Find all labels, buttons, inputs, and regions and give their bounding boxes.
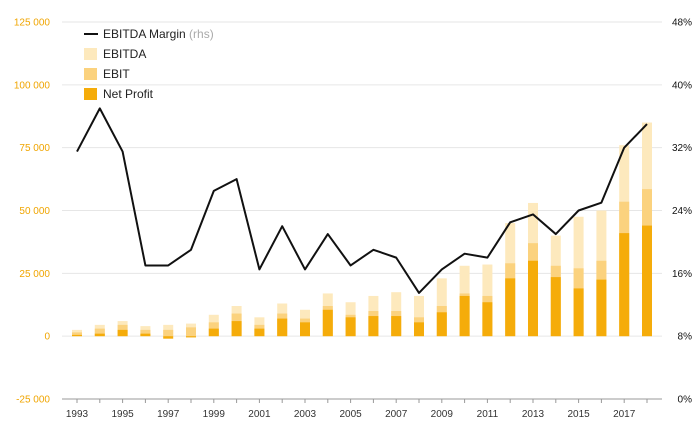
bar-net-profit: [94, 333, 105, 337]
legend-label: EBITDA Margin (rhs): [103, 27, 214, 41]
right-tick-label: 32%: [672, 143, 692, 154]
x-tick-label: 1997: [157, 409, 180, 420]
bar-net-profit: [208, 328, 219, 337]
bar-ebit: [186, 327, 196, 337]
right-tick-label: 40%: [672, 80, 692, 91]
bar-net-profit: [72, 334, 82, 337]
x-tick-label: 2003: [294, 409, 317, 420]
x-tick-label: 2009: [431, 409, 454, 420]
left-tick-label: -25 000: [16, 395, 50, 406]
right-tick-label: 48%: [672, 18, 692, 29]
x-tick-label: 2017: [613, 409, 636, 420]
legend: EBITDA Margin (rhs) EBITDA EBIT Net Profit: [84, 27, 214, 101]
bar-net-profit: [300, 322, 310, 337]
bar-net-profit: [186, 336, 196, 338]
bar-net-profit: [550, 277, 561, 337]
bar-net-profit: [505, 278, 516, 337]
left-tick-label: 75 000: [19, 143, 50, 154]
bar-net-profit: [391, 316, 402, 337]
bar-net-profit: [254, 328, 265, 337]
legend-swatch: [84, 88, 97, 100]
left-tick-label: 0: [44, 332, 50, 343]
x-tick-label: 2005: [339, 409, 362, 420]
legend-label: EBIT: [103, 67, 130, 81]
legend-rhs-note: (rhs): [186, 27, 214, 41]
bar-net-profit: [414, 322, 424, 337]
left-tick-label: 50 000: [19, 206, 50, 217]
bar-net-profit: [459, 295, 470, 337]
legend-swatch: [84, 68, 97, 80]
bar-net-profit: [482, 302, 493, 337]
bar-net-profit: [163, 336, 174, 339]
x-tick-label: 1995: [111, 409, 134, 420]
left-tick-label: 25 000: [19, 269, 50, 280]
bar-ebit: [94, 328, 105, 337]
legend-swatch: [84, 48, 97, 60]
left-tick-label: 100 000: [14, 80, 51, 91]
bars: [72, 122, 652, 339]
margin-line: [76, 107, 648, 294]
right-tick-label: 24%: [672, 206, 692, 217]
left-tick-label: 125 000: [14, 18, 51, 29]
bar-ebit: [163, 329, 174, 337]
bar-net-profit: [619, 233, 630, 337]
bar-net-profit: [573, 288, 584, 337]
x-tick-label: 1999: [203, 409, 226, 420]
bar-ebit: [72, 332, 82, 337]
x-tick-label: 2013: [522, 409, 545, 420]
bar-net-profit: [117, 329, 128, 337]
bar-net-profit: [231, 321, 242, 337]
bar-ebit: [140, 329, 151, 337]
x-tick-label: 2011: [477, 409, 499, 420]
right-tick-label: 0%: [678, 395, 693, 406]
right-tick-label: 8%: [678, 332, 693, 343]
bar-net-profit: [140, 333, 151, 337]
right-tick-label: 16%: [672, 269, 692, 280]
bar-net-profit: [528, 260, 538, 337]
x-tick-label: 2015: [567, 409, 590, 420]
bar-net-profit: [277, 318, 288, 337]
legend-label: EBITDA: [103, 47, 146, 61]
bar-net-profit: [345, 317, 356, 337]
bar-net-profit: [642, 225, 652, 337]
bar-net-profit: [322, 309, 333, 337]
bar-net-profit: [596, 279, 607, 337]
axes: -25 000 0 25 000 50 000 75 000 100 000 125 000…: [14, 18, 692, 421]
x-tick-label: 2001: [248, 409, 271, 420]
line-ebitda-margin: [76, 107, 648, 294]
bar-net-profit: [436, 312, 447, 337]
legend-label: Net Profit: [103, 87, 154, 101]
bar-ebitda: [414, 295, 424, 337]
bar-net-profit: [368, 316, 379, 337]
gridlines: [62, 21, 662, 400]
x-tick-label: 2007: [385, 409, 408, 420]
x-tick-label: 1993: [66, 409, 89, 420]
